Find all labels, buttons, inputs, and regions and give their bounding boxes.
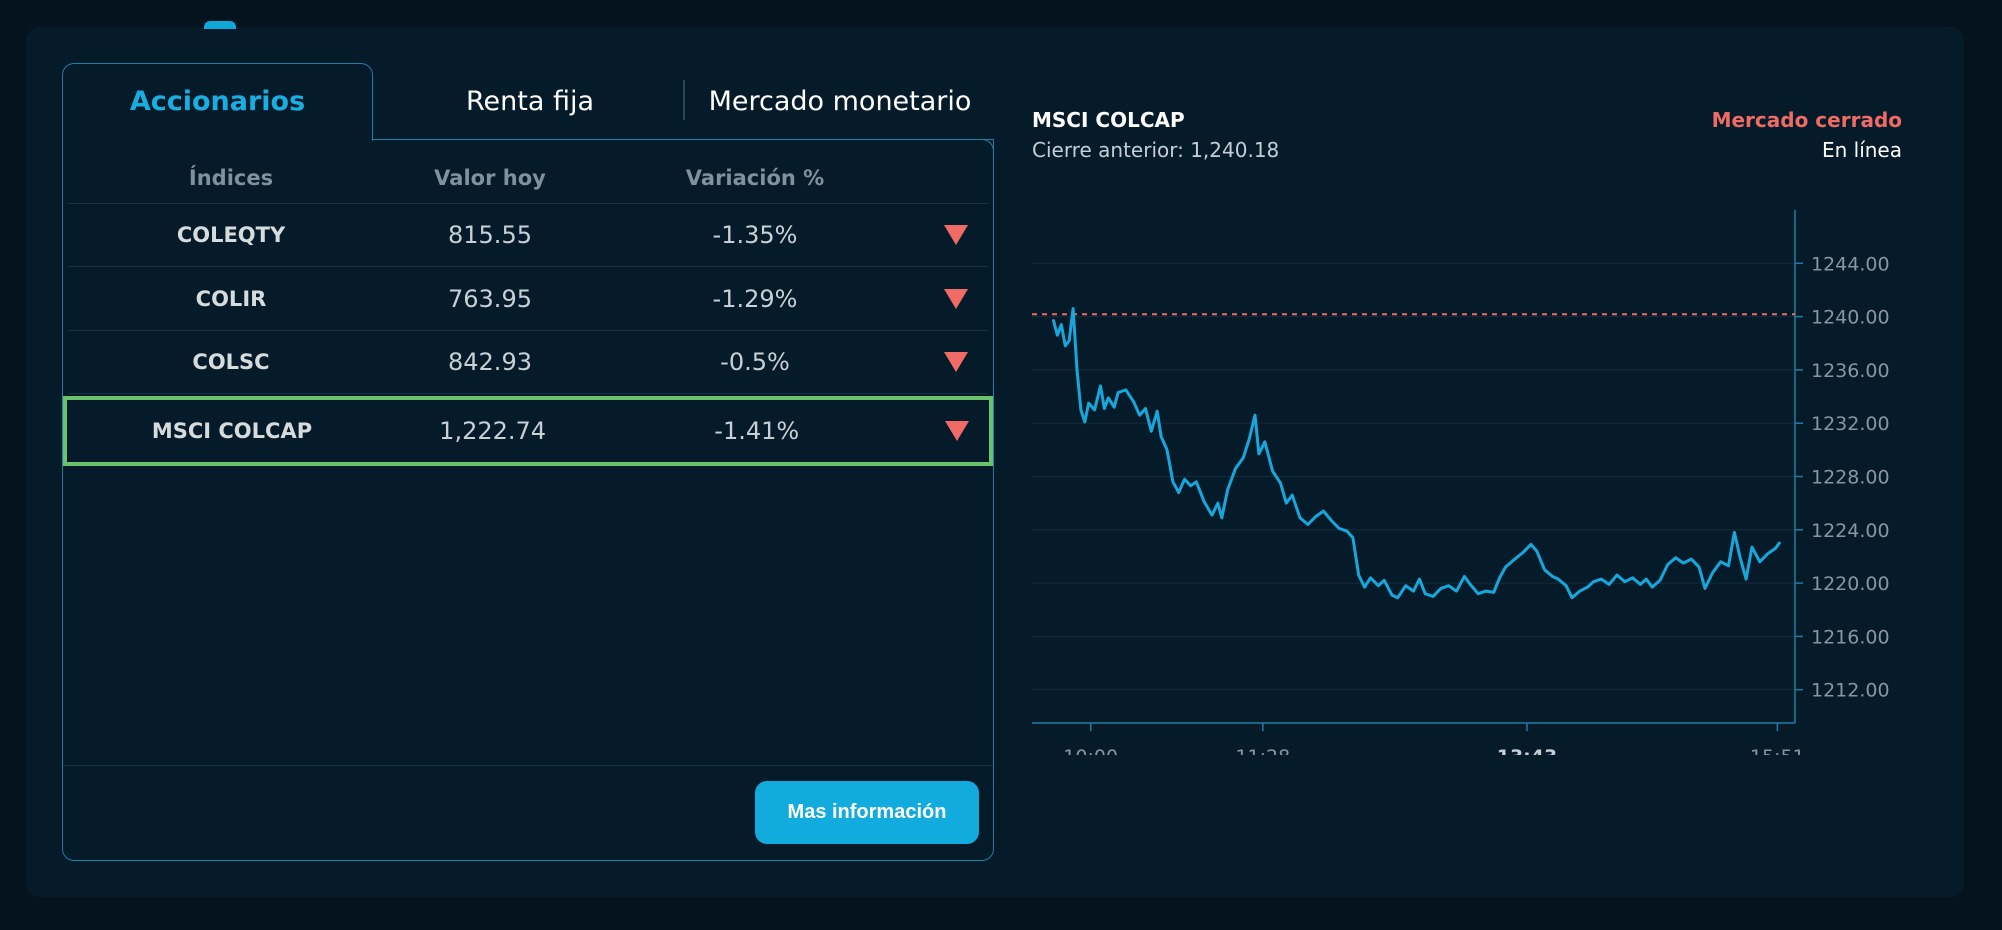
online-status: En línea bbox=[1821, 138, 1902, 162]
index-name: COLEQTY bbox=[176, 223, 286, 247]
index-value: 842.93 bbox=[448, 348, 532, 376]
index-variation: -1.29% bbox=[712, 285, 798, 313]
table-row[interactable]: COLEQTY 815.55 -1.35% bbox=[68, 204, 988, 267]
y-tick-label: 1228.00 bbox=[1811, 466, 1890, 488]
y-tick-label: 1224.00 bbox=[1811, 520, 1890, 542]
index-name: COLSC bbox=[192, 350, 270, 374]
x-tick-label: 13:43 bbox=[1497, 746, 1557, 755]
index-value: 1,222.74 bbox=[439, 417, 547, 445]
price-chart[interactable]: 1212.00 1216.00 1220.00 1224.00 1228.00 1232.… bbox=[1010, 195, 1910, 755]
y-tick-label: 1232.00 bbox=[1811, 413, 1890, 435]
down-arrow-icon bbox=[944, 225, 968, 245]
x-tick-label: 11:28 bbox=[1235, 746, 1290, 755]
y-tick-label: 1220.00 bbox=[1811, 573, 1890, 595]
tab-renta-fija[interactable]: Renta fija bbox=[465, 85, 595, 117]
index-variation: -1.35% bbox=[712, 221, 798, 249]
down-arrow-icon bbox=[944, 352, 968, 372]
header-valor-hoy: Valor hoy bbox=[434, 165, 546, 190]
y-tick-label: 1216.00 bbox=[1811, 626, 1890, 648]
y-tick-label: 1240.00 bbox=[1811, 307, 1890, 329]
index-value: 815.55 bbox=[448, 221, 532, 249]
down-arrow-icon bbox=[944, 289, 968, 309]
index-name: COLIR bbox=[195, 287, 267, 311]
table-row-selected[interactable]: MSCI COLCAP 1,222.74 -1.41% bbox=[63, 396, 993, 466]
header-variacion: Variación % bbox=[685, 165, 825, 190]
top-accent-bar bbox=[204, 21, 236, 29]
indices-card bbox=[62, 139, 994, 861]
tab-mercado-monetario[interactable]: Mercado monetario bbox=[708, 85, 972, 117]
previous-close: Cierre anterior: 1,240.18 bbox=[1032, 138, 1280, 162]
tab-accionarios[interactable]: Accionarios bbox=[129, 85, 306, 117]
index-name: MSCI COLCAP bbox=[151, 419, 313, 443]
x-tick-label: 15:51 bbox=[1750, 746, 1805, 755]
y-tick-label: 1244.00 bbox=[1811, 253, 1890, 275]
active-tab-frame bbox=[62, 63, 373, 141]
index-variation: -1.41% bbox=[714, 417, 800, 445]
tab-separator bbox=[683, 80, 685, 120]
y-tick-label: 1212.00 bbox=[1811, 680, 1890, 702]
series-line bbox=[1052, 307, 1781, 600]
y-tick-label: 1236.00 bbox=[1811, 360, 1890, 382]
index-value: 763.95 bbox=[448, 285, 532, 313]
chart-title: MSCI COLCAP bbox=[1032, 108, 1185, 132]
market-status: Mercado cerrado bbox=[1711, 108, 1902, 132]
card-footer-divider bbox=[63, 765, 993, 766]
x-tick-label: 10:00 bbox=[1063, 746, 1118, 755]
more-info-button[interactable]: Mas información bbox=[755, 781, 979, 844]
table-row[interactable]: COLSC 842.93 -0.5% bbox=[68, 331, 988, 394]
card-top-border bbox=[372, 139, 994, 140]
header-indices: Índices bbox=[188, 165, 274, 190]
index-variation: -0.5% bbox=[720, 348, 790, 376]
down-arrow-icon bbox=[945, 421, 970, 441]
table-row[interactable]: COLIR 763.95 -1.29% bbox=[68, 268, 988, 331]
table-header: Índices Valor hoy Variación % bbox=[68, 152, 988, 204]
